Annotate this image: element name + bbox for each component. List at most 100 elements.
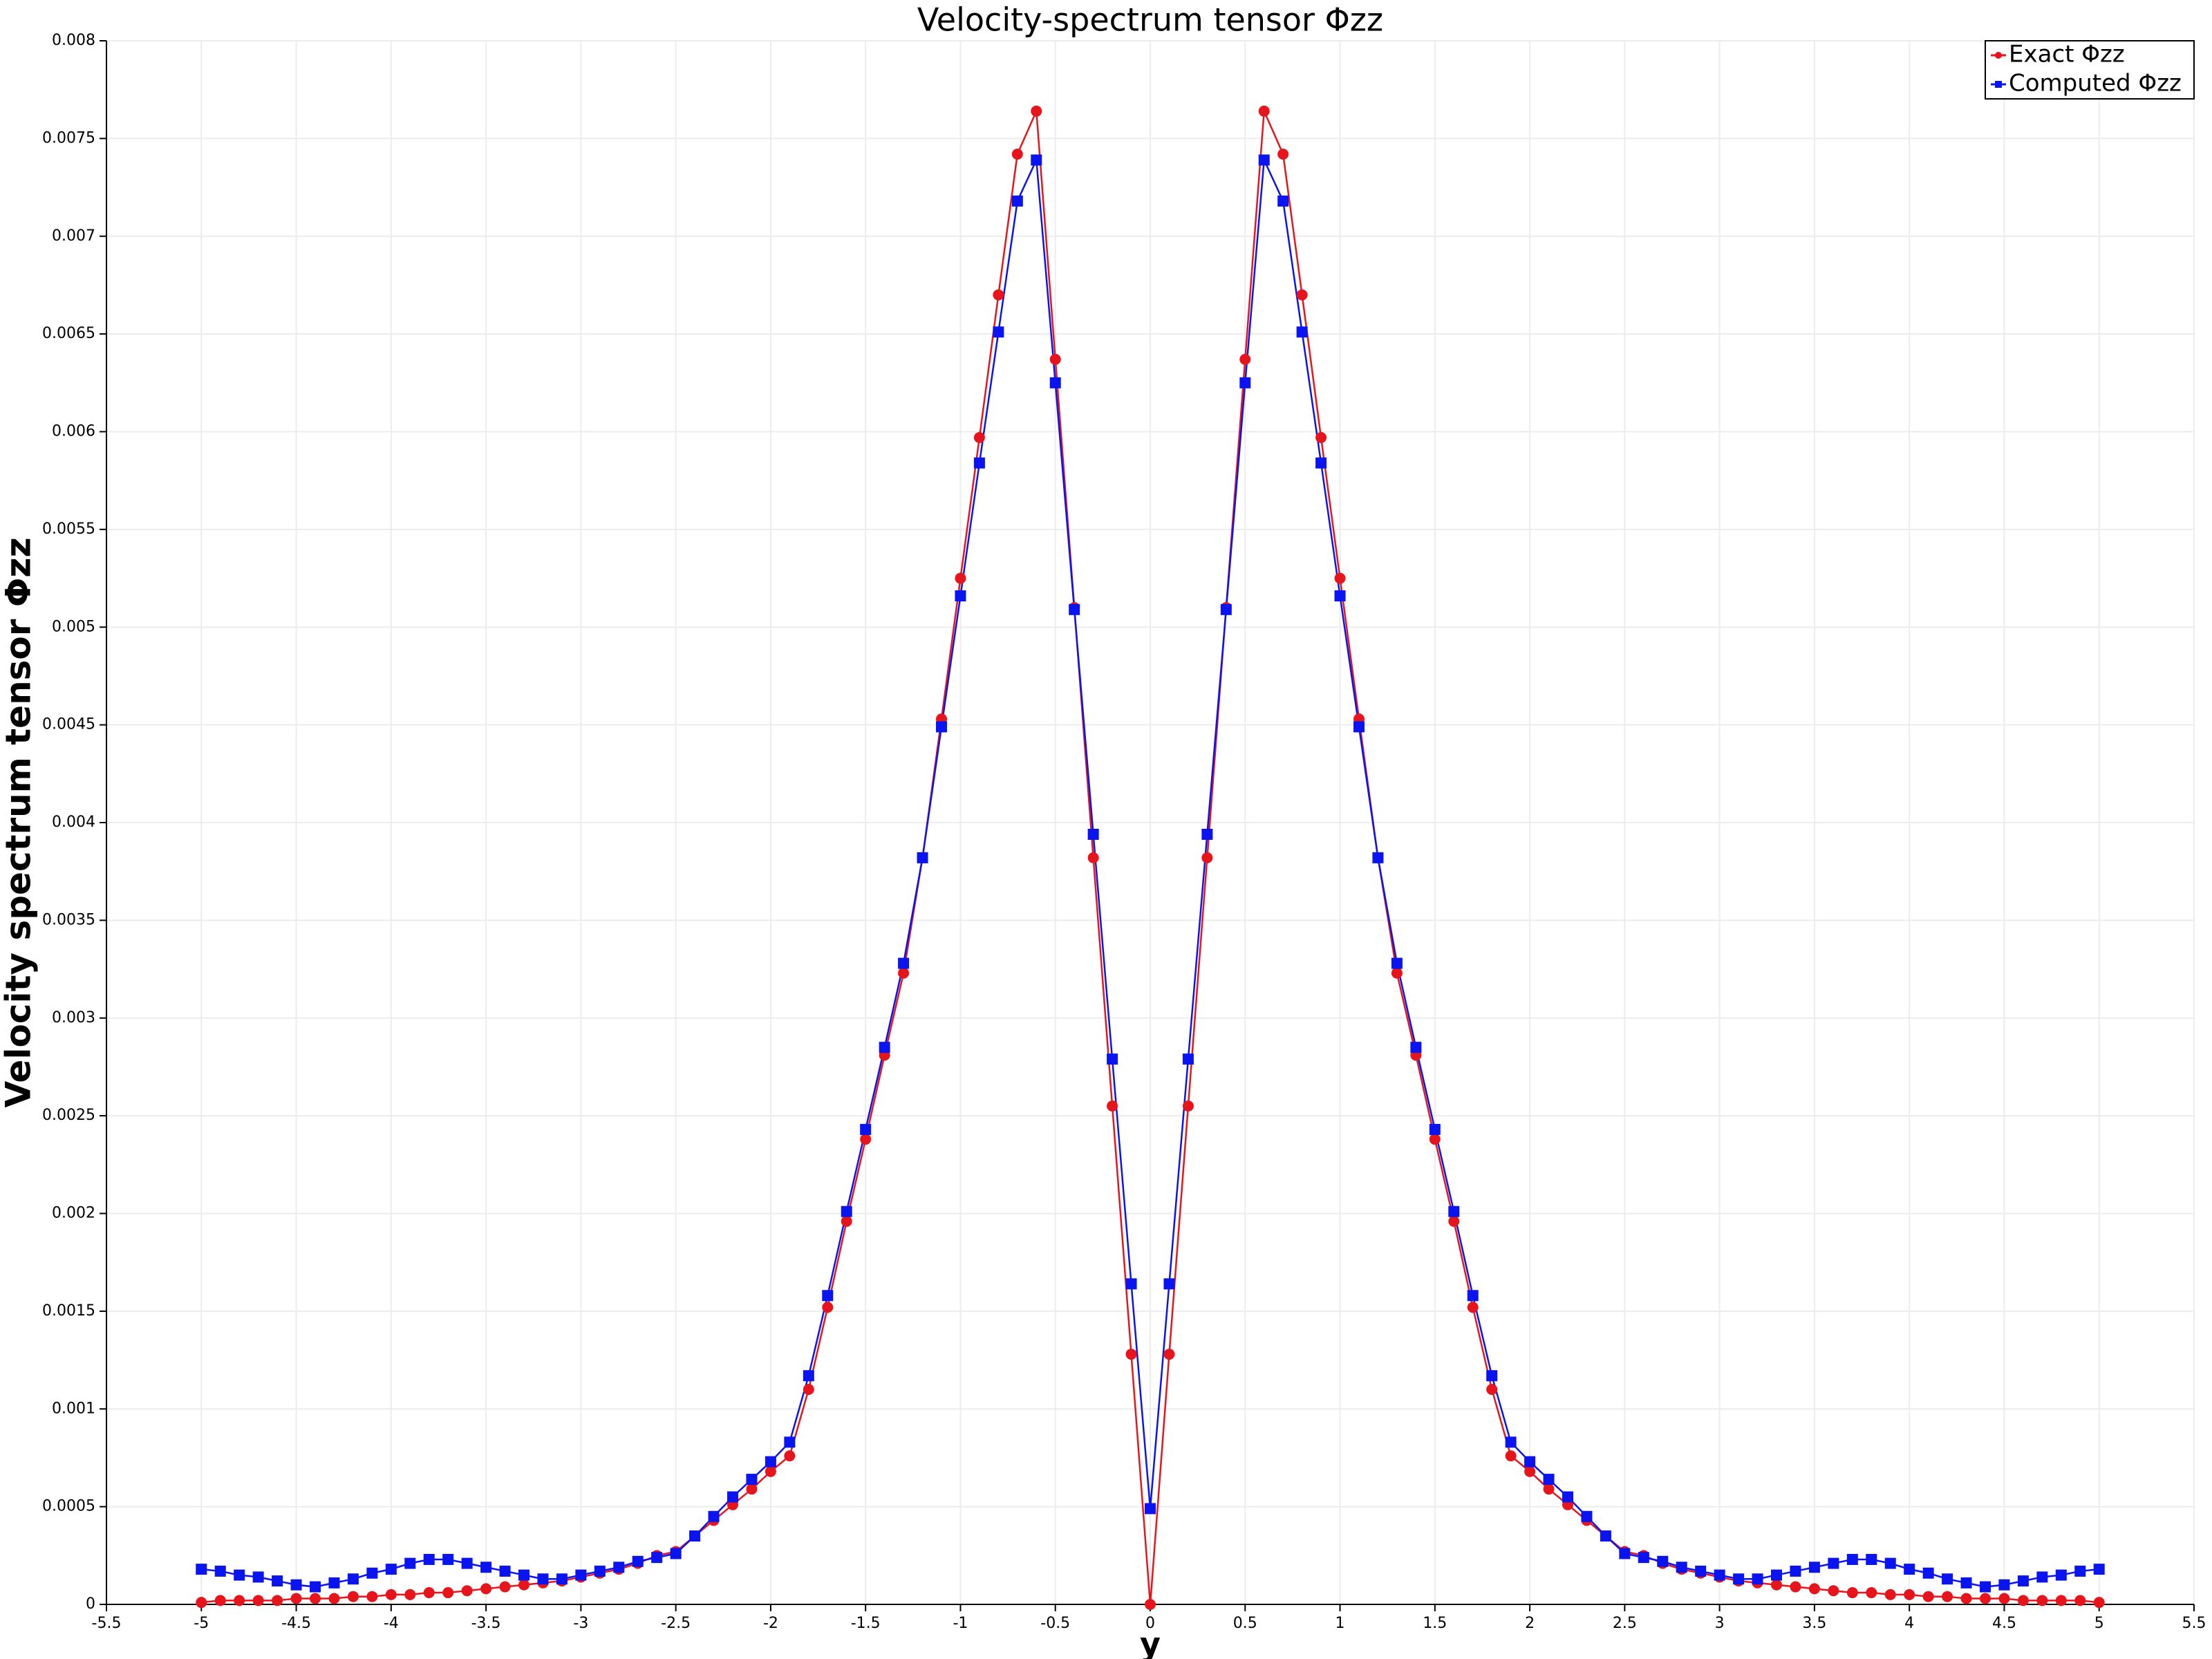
data-point <box>1942 1573 1953 1585</box>
x-tick-label: 3.5 <box>1802 1615 1826 1632</box>
y-tick-label: 0.003 <box>52 1009 95 1027</box>
data-point <box>1410 1042 1422 1053</box>
data-point <box>1011 195 1023 207</box>
y-tick-label: 0 <box>86 1595 95 1613</box>
x-tick-label: 1 <box>1335 1615 1345 1632</box>
data-point <box>1107 1053 1118 1065</box>
data-point <box>2093 1597 2105 1609</box>
data-point <box>196 1564 207 1575</box>
legend-marker <box>1995 52 2002 59</box>
data-point <box>1752 1573 1763 1585</box>
data-point <box>2093 1564 2105 1575</box>
x-tick-label: -1 <box>953 1615 968 1632</box>
y-tick-label: 0.001 <box>52 1400 95 1417</box>
y-tick-label: 0.007 <box>52 227 95 245</box>
data-point <box>480 1583 492 1595</box>
data-point <box>252 1595 264 1606</box>
y-tick-label: 0.0015 <box>42 1302 95 1320</box>
x-tick-label: -3.5 <box>471 1615 501 1632</box>
data-point <box>423 1587 435 1599</box>
data-point <box>973 457 985 469</box>
data-point <box>1372 852 1384 863</box>
data-point <box>1543 1483 1555 1495</box>
data-point <box>272 1595 283 1606</box>
y-tick-label: 0.004 <box>52 814 95 831</box>
data-point <box>1600 1530 1611 1542</box>
data-point <box>234 1595 245 1606</box>
data-point <box>461 1585 473 1597</box>
data-point <box>1145 1503 1156 1515</box>
data-point <box>1942 1591 1953 1602</box>
data-point <box>1031 105 1042 117</box>
data-point <box>328 1577 340 1588</box>
data-point <box>1011 148 1023 160</box>
data-point <box>366 1591 378 1602</box>
data-point <box>328 1593 340 1604</box>
data-point <box>347 1573 359 1585</box>
data-point <box>689 1530 701 1542</box>
data-point <box>1562 1491 1573 1503</box>
data-point <box>1296 326 1308 338</box>
data-point <box>252 1571 264 1583</box>
data-point <box>310 1593 321 1604</box>
data-point <box>1980 1581 1991 1593</box>
data-point <box>1125 1349 1137 1360</box>
data-point <box>1486 1370 1498 1382</box>
legend-marker <box>1995 81 2002 88</box>
data-point <box>2036 1571 2048 1583</box>
x-tick-label: -2.5 <box>661 1615 691 1632</box>
data-point <box>1258 105 1270 117</box>
x-axis-label: y <box>1140 1626 1161 1659</box>
data-point <box>973 431 985 443</box>
legend-label: Computed Φzz <box>2009 70 2182 97</box>
legend-box <box>1985 40 2195 100</box>
data-point <box>746 1474 758 1485</box>
data-point <box>841 1215 852 1227</box>
data-point <box>1866 1553 1877 1565</box>
y-tick-label: 0.0065 <box>42 325 95 342</box>
data-point <box>1163 1278 1175 1290</box>
data-point <box>765 1456 776 1468</box>
data-point <box>1315 431 1327 443</box>
data-point <box>841 1206 852 1217</box>
data-point <box>1201 828 1213 840</box>
data-point <box>1125 1278 1137 1290</box>
data-point <box>1448 1215 1460 1227</box>
data-point <box>1448 1206 1460 1217</box>
data-point <box>310 1581 321 1593</box>
data-point <box>1638 1552 1649 1564</box>
data-point <box>632 1555 644 1567</box>
data-point <box>860 1123 872 1135</box>
x-tick-label: 2.5 <box>1613 1615 1637 1632</box>
data-point <box>1790 1581 1801 1593</box>
y-tick-label: 0.0055 <box>42 521 95 538</box>
x-tick-label: 0 <box>1145 1615 1155 1632</box>
data-point <box>955 590 966 602</box>
data-point <box>1031 154 1042 166</box>
data-point <box>575 1569 587 1581</box>
data-point <box>898 957 910 969</box>
data-point <box>1315 457 1327 469</box>
data-point <box>2074 1595 2086 1606</box>
data-point <box>290 1579 302 1591</box>
x-tick-label: 5 <box>2094 1615 2104 1632</box>
data-point <box>1980 1593 1991 1604</box>
data-point <box>1296 289 1308 301</box>
data-point <box>1714 1569 1725 1581</box>
data-point <box>1049 377 1061 388</box>
data-point <box>784 1436 796 1448</box>
x-tick-label: -1.5 <box>851 1615 881 1632</box>
data-point <box>1467 1302 1479 1313</box>
data-point <box>613 1562 625 1573</box>
data-point <box>1277 195 1289 207</box>
x-tick-label: -2 <box>763 1615 778 1632</box>
legend-label: Exact Φzz <box>2009 41 2125 68</box>
x-tick-label: -5 <box>194 1615 209 1632</box>
data-point <box>1182 1100 1194 1112</box>
data-point <box>1429 1134 1441 1145</box>
data-point <box>556 1573 568 1585</box>
data-point <box>1846 1587 1858 1599</box>
y-tick-label: 0.005 <box>52 618 95 635</box>
y-axis-label: Velocity spectrum tensor Φzz <box>0 537 39 1107</box>
